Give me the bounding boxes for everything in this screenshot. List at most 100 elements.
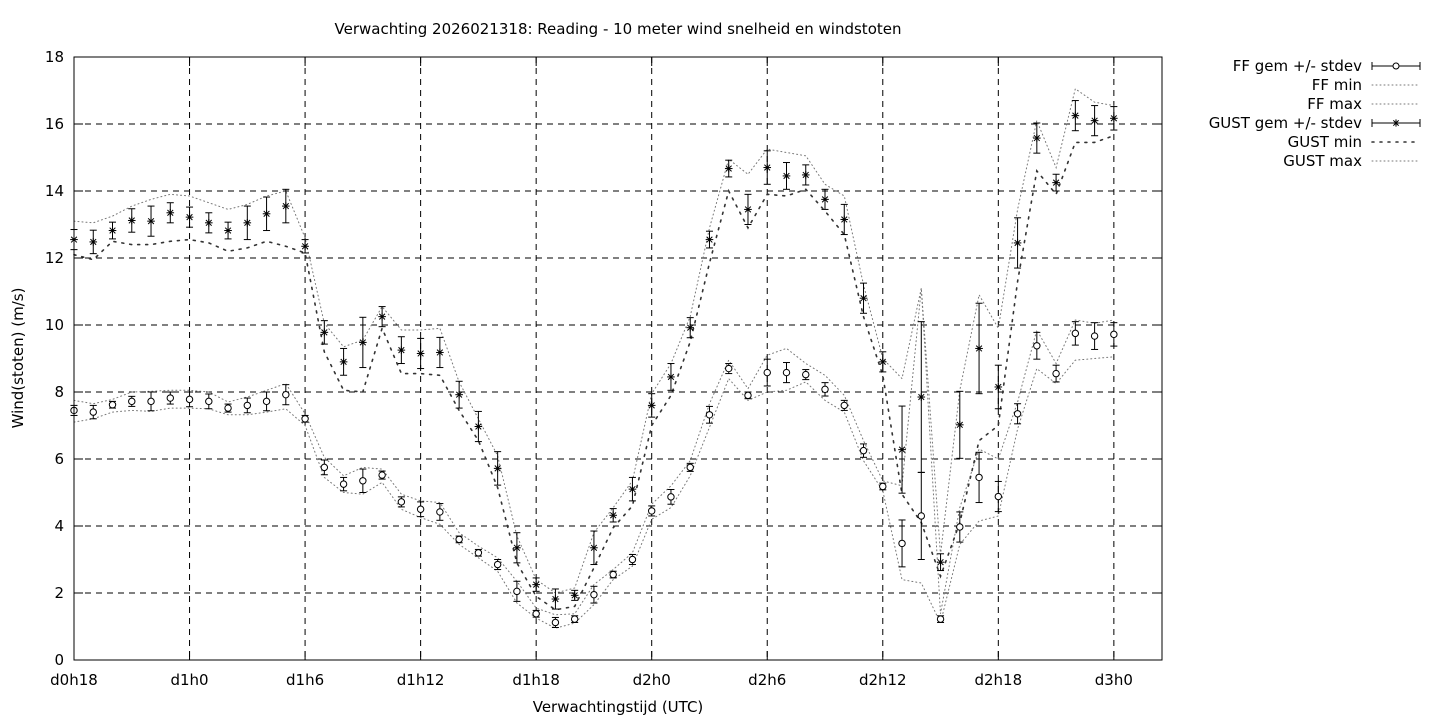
marker-part: [282, 202, 290, 210]
marker-part: [918, 393, 925, 401]
data-point: [705, 235, 714, 244]
marker-part: [821, 196, 829, 203]
data-point: [166, 208, 175, 217]
marker-part: [475, 423, 482, 430]
marker-part: [109, 227, 116, 234]
data-point: [898, 539, 906, 548]
data-point: [532, 580, 540, 589]
data-point: [628, 485, 637, 493]
data-point: [705, 411, 714, 419]
data-point: [416, 349, 425, 358]
data-point: [1110, 114, 1118, 123]
marker-part: [532, 581, 540, 588]
data-point: [224, 404, 232, 412]
marker-part: [744, 206, 752, 213]
marker-part: [648, 402, 655, 409]
data-point: [667, 493, 675, 501]
data-point: [301, 242, 309, 251]
data-point: [436, 348, 444, 357]
legend-entry: FF gem +/- stdev: [1233, 57, 1421, 75]
series-line: [73, 87, 1115, 594]
marker-part: [436, 349, 444, 356]
data-point: [782, 368, 791, 377]
marker-part: [609, 512, 617, 519]
data-point: [917, 512, 925, 520]
legend-entry: GUST gem +/- stdev: [1209, 114, 1421, 132]
legend-label: FF max: [1307, 95, 1362, 113]
data-point: [590, 543, 598, 552]
x-tick-label: d1h18: [512, 671, 560, 689]
data-point: [185, 213, 194, 221]
data-point: [1013, 239, 1022, 247]
marker-part: [224, 227, 232, 234]
x-tick-label: d2h0: [633, 671, 671, 689]
axes: 0 2 4 6 8 10 12 14 16 18 d0h18 d1h0 d1h6 d1h12 d1h18 d2…: [45, 48, 1163, 689]
data-point: [744, 205, 752, 214]
legend-label: GUST gem +/- stdev: [1209, 114, 1362, 132]
data-point: [493, 464, 502, 473]
data-point: [513, 587, 521, 596]
data-point: [147, 397, 155, 406]
marker-part: [975, 345, 983, 352]
data-point: [359, 477, 367, 485]
y-tick-label: 16: [45, 115, 64, 133]
legend-entry: FF max: [1307, 95, 1421, 113]
marker-part: [706, 236, 713, 243]
data-point: [224, 226, 232, 235]
data-point: [339, 480, 348, 488]
data-point: [551, 595, 560, 603]
data-point: [397, 498, 406, 506]
data-point: [455, 390, 463, 399]
data-point: [166, 394, 174, 402]
data-point: [724, 164, 733, 173]
x-tick-label: d2h18: [974, 671, 1022, 689]
data-point: [455, 535, 463, 544]
x-tick-label: d1h0: [170, 671, 208, 689]
data-point: [1052, 369, 1060, 378]
y-tick-label: 18: [45, 48, 64, 66]
data-point: [416, 505, 425, 513]
data-point: [378, 471, 386, 479]
data-point: [474, 422, 483, 431]
data-point: [647, 401, 656, 410]
data-point: [185, 395, 194, 404]
data-point: [436, 508, 444, 516]
legend-entry: GUST max: [1283, 152, 1421, 170]
legend-label: FF min: [1312, 76, 1362, 94]
data-point: [840, 401, 848, 410]
data-point: [628, 555, 637, 564]
marker-part: [359, 339, 367, 346]
data-point: [590, 590, 598, 599]
y-axis-label: Wind(stoten) (m/s): [9, 288, 27, 429]
marker-part: [494, 465, 501, 472]
marker-part: [956, 421, 964, 429]
x-axis-label: Verwachtingstijd (UTC): [533, 698, 704, 716]
grid: [73, 57, 1162, 660]
data-point: [262, 209, 271, 218]
data-point: [802, 370, 810, 379]
legend-label: GUST max: [1283, 152, 1362, 170]
data-point: [725, 364, 733, 373]
x-tick-label: d1h6: [286, 671, 324, 689]
marker-part: [205, 219, 213, 227]
data-point: [994, 383, 1003, 391]
data-point: [1071, 329, 1080, 338]
y-tick-label: 12: [45, 249, 64, 267]
y-tick-label: 14: [45, 182, 64, 200]
marker-part: [244, 219, 251, 227]
data-point: [1033, 134, 1041, 142]
data-point: [975, 344, 983, 353]
x-tick-label: d2h6: [748, 671, 786, 689]
y-tick-label: 8: [54, 383, 64, 401]
marker-part: [1091, 117, 1098, 124]
data-point: [936, 615, 945, 623]
x-tick-label: d3h0: [1095, 671, 1133, 689]
data-point: [821, 385, 829, 394]
y-tick-label: 4: [54, 517, 64, 535]
marker-part: [629, 485, 636, 493]
data-point: [89, 238, 98, 246]
marker-part: [90, 238, 97, 246]
legend-entry: GUST min: [1288, 133, 1421, 151]
data-point: [994, 492, 1003, 501]
